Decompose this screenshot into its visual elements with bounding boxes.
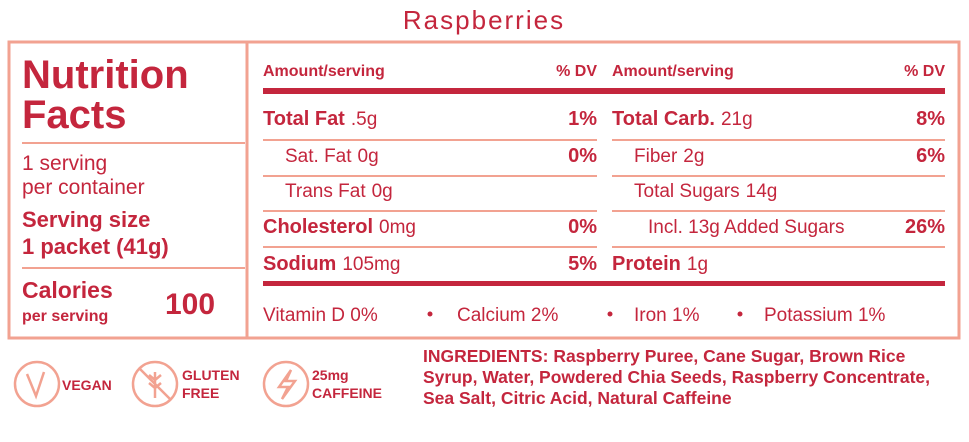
- nutrient-amount: 105mg: [342, 254, 400, 275]
- nutrient: Incl. 13g Added Sugars: [648, 217, 844, 238]
- ingredients: INGREDIENTS: Raspberry Puree, Cane Sugar…: [423, 346, 963, 409]
- bullet: [737, 311, 743, 317]
- daily-value: 8%: [916, 108, 945, 130]
- nutrient: Protein 1g: [612, 253, 708, 275]
- servings: 1 serving: [22, 152, 107, 175]
- nutrient: Sodium 105mg: [263, 253, 400, 275]
- nutrient-name: Total Carb.: [612, 108, 715, 130]
- daily-value: 0%: [568, 216, 597, 238]
- nutrient-amount: 0mg: [379, 217, 416, 238]
- badge-icons: [13, 360, 310, 408]
- heading: Facts: [22, 93, 127, 137]
- nutrient-name: Sodium: [263, 253, 336, 275]
- bullet: [607, 311, 613, 317]
- thick-rule: [263, 88, 945, 94]
- thick-rule: [263, 281, 945, 286]
- badge-label: GLUTEN: [182, 367, 240, 383]
- daily-value: 26%: [905, 216, 945, 238]
- vitamin: Calcium 2%: [457, 305, 558, 326]
- nutrient-name: Fiber: [634, 146, 678, 167]
- nutrient: Trans Fat 0g: [285, 181, 393, 202]
- column-header: % DV: [556, 63, 597, 80]
- badge-label: CAFFEINE: [312, 385, 382, 401]
- column-header: Amount/serving: [263, 63, 385, 80]
- serving-size: 1 packet (41g): [22, 234, 169, 259]
- calories-value: 100: [165, 288, 215, 321]
- nutrient-amount: 1g: [687, 254, 708, 275]
- badge-label: FREE: [182, 385, 219, 401]
- serving-size: Serving size: [22, 207, 150, 232]
- nutrient-name: Total Fat: [263, 108, 345, 130]
- calories-sublabel: per serving: [22, 308, 108, 325]
- ingredients-label: INGREDIENTS:: [423, 346, 549, 366]
- nutrient: Total Carb. 21g: [612, 108, 753, 130]
- badge-label: VEGAN: [62, 377, 112, 393]
- nutrient: Sat. Fat 0g: [285, 146, 379, 167]
- nutrient-amount: 14g: [746, 181, 778, 202]
- vitamin: Potassium 1%: [764, 305, 886, 326]
- ingredients-text: Raspberry Puree, Cane Sugar, Brown Rice …: [423, 346, 931, 408]
- nutrient: Cholesterol 0mg: [263, 216, 416, 238]
- nutrient-name: Sat. Fat: [285, 146, 352, 167]
- badge-label: 25mg: [312, 367, 349, 383]
- nutrient: Fiber 2g: [634, 146, 704, 167]
- facts-box: [7, 40, 961, 340]
- nutrient-name: Total Sugars: [634, 181, 740, 202]
- nutrient-name: Protein: [612, 253, 681, 275]
- nutrient-amount: 0g: [358, 146, 379, 167]
- heading: Nutrition: [22, 53, 189, 97]
- nutrient-amount: 21g: [721, 109, 753, 130]
- daily-value: 1%: [568, 108, 597, 130]
- nutrient-amount: 2g: [683, 146, 704, 167]
- nutrient: Total Fat .5g: [263, 108, 377, 130]
- daily-value: 5%: [568, 253, 597, 275]
- nutrient-name: Cholesterol: [263, 216, 373, 238]
- bullet: [427, 311, 433, 317]
- column-header: Amount/serving: [612, 63, 734, 80]
- nutrient-amount: .5g: [351, 109, 377, 130]
- column-header: % DV: [904, 63, 945, 80]
- nutrient-name: Incl. 13g Added Sugars: [648, 217, 844, 238]
- product-title: Raspberries: [403, 5, 565, 35]
- vitamin: Iron 1%: [634, 305, 700, 326]
- nutrient-name: Trans Fat: [285, 181, 366, 202]
- daily-value: 0%: [568, 145, 597, 167]
- nutrient: Total Sugars 14g: [634, 181, 777, 202]
- servings: per container: [22, 176, 145, 199]
- daily-value: 6%: [916, 145, 945, 167]
- calories-label: Calories: [22, 277, 113, 303]
- vitamin: Vitamin D 0%: [263, 305, 378, 326]
- nutrient-amount: 0g: [372, 181, 393, 202]
